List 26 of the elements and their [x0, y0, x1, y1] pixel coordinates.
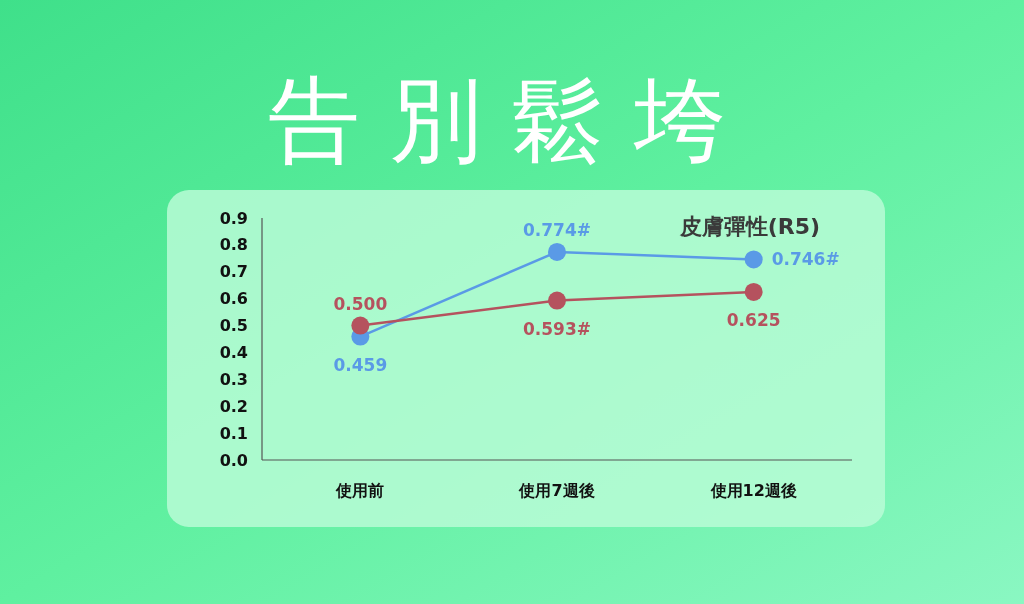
y-tick-label: 0.9 — [219, 208, 248, 228]
y-tick-label: 0.2 — [219, 396, 248, 416]
x-tick-label: 使用前 — [335, 481, 385, 500]
data-label: 0.774# — [522, 219, 592, 240]
y-tick-label: 0.3 — [219, 369, 248, 389]
data-label: 0.746# — [771, 249, 840, 270]
y-tick-label: 0.6 — [219, 289, 248, 309]
point — [744, 250, 763, 269]
y-tick-label: 0.1 — [219, 423, 248, 443]
point — [744, 282, 763, 301]
point — [548, 291, 566, 310]
x-tick-label: 使用7週後 — [518, 481, 595, 500]
data-label: 0.459 — [333, 354, 388, 375]
y-tick-label: 0.5 — [219, 316, 248, 336]
y-tick-label: 0.8 — [219, 235, 248, 255]
y-tick-label: 0.7 — [219, 262, 248, 282]
y-tick-label: 0.0 — [219, 450, 248, 470]
x-tick-label: 使用12週後 — [709, 481, 797, 500]
data-label: 0.625 — [726, 309, 781, 330]
data-label: 0.593# — [522, 318, 592, 339]
chart-subtitle: 皮膚彈性(R5) — [678, 214, 820, 239]
point — [548, 242, 566, 261]
y-tick-label: 0.4 — [219, 343, 248, 363]
data-label: 0.500 — [333, 293, 388, 314]
chart-title: 告別鬆垮 — [268, 67, 756, 174]
point — [351, 316, 370, 335]
